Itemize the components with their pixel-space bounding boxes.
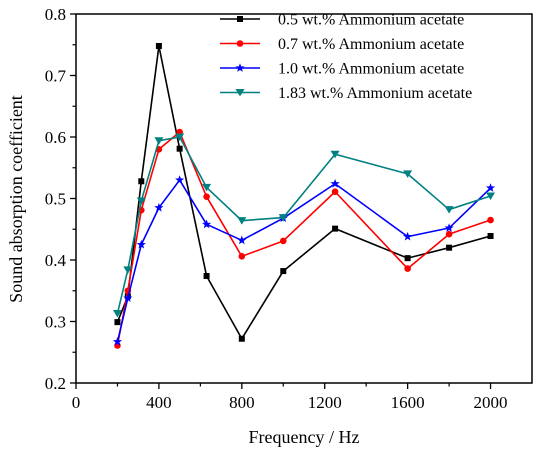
x-tick-label: 1200 — [308, 393, 342, 412]
data-point — [123, 266, 133, 274]
data-point — [203, 272, 210, 279]
data-point — [237, 235, 247, 245]
data-point — [332, 225, 339, 232]
data-point — [403, 231, 413, 241]
data-point — [237, 217, 247, 225]
data-point — [404, 265, 411, 272]
data-point — [136, 197, 146, 205]
data-point — [154, 137, 164, 145]
data-point — [445, 230, 453, 238]
legend-marker — [235, 89, 245, 97]
data-point — [175, 133, 185, 141]
data-point — [404, 255, 411, 262]
data-point — [278, 214, 288, 222]
legend-label: 1.0 wt.% Ammonium acetate — [278, 61, 464, 78]
axes: 0 400 800 1200 1600 2000 0.2 0.3 0.4 0.5 0.6 0.7 0.8 — [45, 5, 508, 412]
legend-marker — [236, 40, 244, 47]
legend-label: 0.7 wt.% Ammonium acetate — [278, 36, 464, 53]
y-tick-label: 0.6 — [45, 128, 66, 147]
y-axis-title: Sound absorption coefficient — [6, 95, 26, 303]
data-point — [330, 178, 340, 188]
data-point — [279, 237, 287, 245]
legend-marker — [235, 63, 245, 72]
data-point — [203, 193, 210, 200]
data-point — [238, 253, 246, 260]
x-axis-title: Frequency / Hz — [249, 427, 360, 447]
data-point — [202, 183, 212, 192]
x-tick-label: 1600 — [391, 393, 425, 412]
legend-label: 1.83 wt.% Ammonium acetate — [278, 85, 472, 102]
legend-marker — [237, 16, 243, 22]
data-point — [331, 188, 339, 196]
legend-item-2: 0.7 wt.% Ammonium acetate — [220, 36, 464, 53]
legend: 0.5 wt.% Ammonium acetate 0.7 wt.% Ammoni… — [220, 12, 472, 102]
series-3 — [112, 175, 496, 346]
data-point — [486, 192, 496, 201]
data-point — [485, 183, 496, 192]
x-tick-label: 2000 — [474, 393, 508, 412]
data-point — [176, 145, 183, 152]
series-line — [116, 136, 491, 314]
data-point — [444, 206, 454, 214]
series-layer — [112, 42, 496, 349]
x-tick-label: 0 — [72, 393, 81, 412]
data-point — [112, 337, 123, 346]
data-point — [123, 293, 133, 303]
data-point — [112, 310, 122, 318]
series-2 — [114, 128, 494, 349]
data-point — [136, 239, 146, 249]
legend-item-4: 1.83 wt.% Ammonium acetate — [220, 85, 472, 102]
data-point — [280, 268, 287, 275]
data-point — [202, 219, 212, 229]
y-tick-label: 0.7 — [45, 67, 67, 86]
data-point — [155, 42, 162, 49]
y-tick-label: 0.5 — [45, 190, 66, 209]
data-point — [175, 175, 185, 184]
data-point — [403, 170, 413, 178]
legend-label: 0.5 wt.% Ammonium acetate — [278, 12, 464, 29]
legend-item-3: 1.0 wt.% Ammonium acetate — [220, 61, 464, 78]
data-point — [487, 216, 494, 224]
y-tick-label: 0.2 — [45, 374, 66, 393]
series-line — [116, 131, 491, 346]
data-point — [238, 335, 245, 342]
data-point — [446, 244, 453, 251]
data-point — [114, 319, 121, 326]
data-point — [444, 223, 454, 232]
y-tick-label: 0.4 — [45, 251, 67, 270]
series-4 — [112, 133, 496, 318]
data-point — [487, 233, 494, 240]
y-tick-label: 0.3 — [45, 313, 66, 332]
series-line — [116, 179, 492, 342]
data-point — [330, 150, 340, 159]
data-point — [138, 178, 145, 185]
legend-item-1: 0.5 wt.% Ammonium acetate — [220, 12, 464, 29]
data-point — [154, 202, 164, 212]
x-tick-label: 400 — [146, 393, 172, 412]
x-tick-label: 800 — [229, 393, 255, 412]
y-tick-label: 0.8 — [45, 5, 66, 24]
